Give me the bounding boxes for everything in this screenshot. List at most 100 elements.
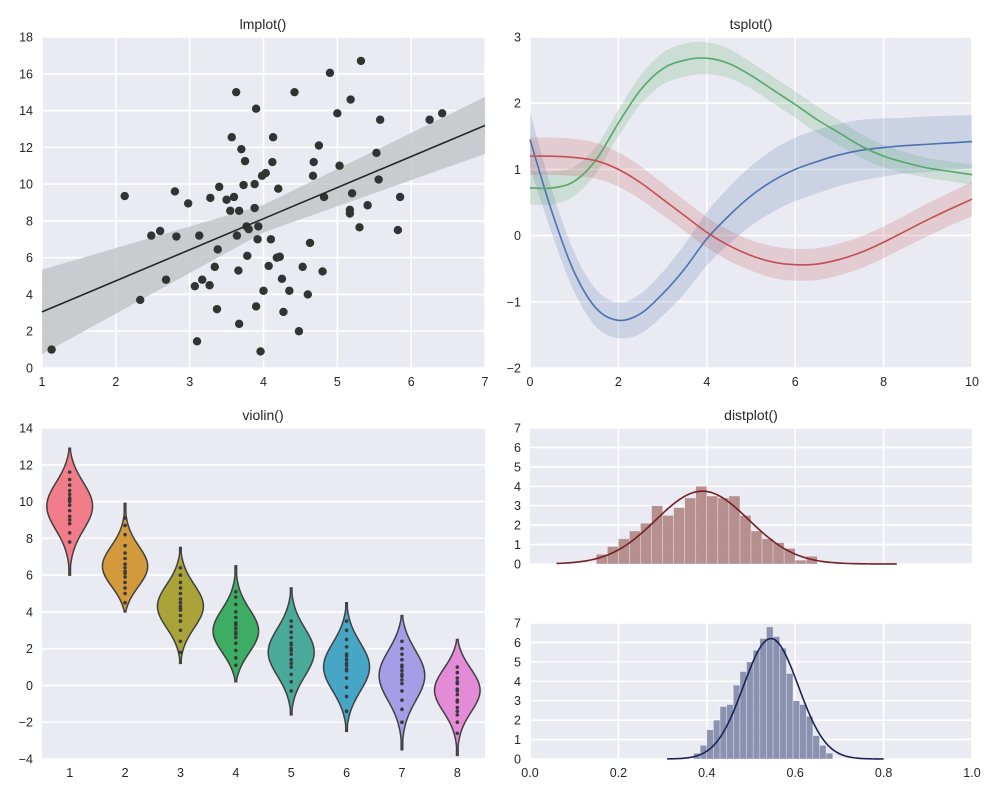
violin-point: [234, 663, 238, 668]
tsplot-plot-area: [530, 37, 972, 368]
violin-point: [344, 661, 349, 666]
violin-point: [123, 591, 127, 596]
scatter-point: [231, 87, 241, 97]
scatter-point: [309, 157, 318, 167]
scatter-point: [425, 115, 434, 124]
scatter-point: [234, 266, 243, 275]
scatter-point: [318, 267, 327, 276]
scatter-point: [155, 226, 165, 236]
violin-point: [455, 692, 460, 697]
y-tick-label: 2: [26, 642, 33, 656]
violin-point: [289, 635, 293, 640]
scatter-point: [325, 68, 335, 78]
violin-point: [344, 654, 349, 658]
y-tick-label: 0: [26, 679, 33, 693]
violin-point: [455, 713, 460, 717]
series-line-red: [529, 155, 973, 266]
x-tick-label: 1: [66, 766, 73, 780]
violin-point: [234, 622, 238, 627]
violin-point: [234, 648, 238, 653]
x-tick-label: 0.0: [521, 766, 538, 780]
violin-point: [400, 665, 404, 669]
x-tick-label: 0.8: [875, 766, 892, 780]
scatter-point: [244, 224, 253, 234]
violin-point: [289, 619, 293, 623]
lmplot-regression-line: [41, 124, 486, 313]
y-tick-label: 5: [514, 460, 521, 474]
violin-point: [234, 626, 238, 631]
x-tick-label: 0.6: [787, 766, 804, 780]
scatter-point: [213, 245, 222, 254]
scatter-point: [355, 223, 364, 232]
scatter-point: [190, 281, 200, 291]
x-tick-label: 2: [615, 375, 622, 389]
violin-point: [400, 698, 404, 702]
violin-point: [178, 628, 183, 633]
distplot-top-panel: distplot() 0 1 2 3 4 5 6 7: [514, 407, 972, 572]
violin-point: [289, 630, 293, 634]
x-tick-label: 4: [260, 375, 267, 389]
x-tick-label: 0.4: [698, 766, 715, 780]
violin-point: [289, 661, 293, 666]
scatter-point: [195, 231, 204, 240]
y-tick-label: 0: [514, 558, 521, 572]
scatter-point: [298, 262, 307, 272]
y-tick-label: 3: [514, 31, 521, 45]
violin-point: [123, 575, 127, 579]
scatter-point: [251, 302, 261, 311]
scatter-point: [266, 235, 276, 244]
violin-point: [67, 514, 72, 519]
violin-point: [400, 707, 404, 712]
series-line-blue: [529, 139, 973, 322]
tsplot-gridlines: [529, 36, 973, 369]
violin-point: [344, 645, 349, 649]
histogram-bar: [662, 515, 674, 565]
violin-point: [234, 615, 238, 620]
violin-point: [400, 657, 404, 662]
violin-point: [289, 679, 293, 684]
y-tick-label: 4: [26, 605, 33, 619]
scatter-point: [256, 347, 265, 356]
regression-band: [42, 96, 485, 355]
scatter-point: [261, 168, 270, 178]
violin-point: [123, 600, 127, 605]
scatter-point: [268, 157, 277, 167]
y-tick-label: 7: [514, 422, 521, 436]
kde-curve: [556, 490, 897, 565]
x-tick-label: 8: [454, 766, 461, 780]
histogram-bar: [812, 735, 820, 760]
error-band-green: [530, 41, 972, 206]
violin-point: [178, 600, 183, 605]
y-tick-label: 10: [19, 495, 33, 509]
violin-point: [178, 606, 183, 611]
scatter-point: [346, 95, 355, 104]
scatter-point: [234, 206, 244, 215]
scatter-point: [393, 225, 403, 235]
violin-point: [67, 477, 72, 482]
scatter-point: [333, 109, 342, 118]
y-tick-label: 4: [514, 675, 521, 689]
violin-point: [289, 657, 293, 662]
scatter-point: [227, 133, 236, 142]
scatter-point: [259, 286, 268, 295]
tsplot-panel: tsplot() −2 −1 0 1 2 3 0 2 4 6 8 10: [507, 16, 979, 389]
violin-point: [289, 648, 293, 653]
violin-point: [400, 681, 404, 686]
violin-point: [123, 516, 127, 520]
y-tick-label: −4: [19, 753, 33, 767]
violin-point: [67, 492, 72, 497]
y-tick-label: 3: [514, 499, 521, 513]
scatter-point: [253, 235, 262, 244]
violin-point: [178, 650, 183, 655]
violin-point: [234, 641, 238, 645]
histogram-bar: [825, 752, 834, 760]
scatter-point: [226, 206, 235, 215]
histogram-bar: [695, 485, 708, 565]
violin-point: [400, 720, 404, 725]
y-tick-label: 12: [19, 458, 33, 472]
scatter-point: [250, 203, 259, 213]
violin-point: [234, 602, 238, 607]
lmplot-confidence-band: [42, 96, 485, 355]
scatter-point: [264, 261, 273, 271]
histogram-bar: [766, 626, 774, 760]
